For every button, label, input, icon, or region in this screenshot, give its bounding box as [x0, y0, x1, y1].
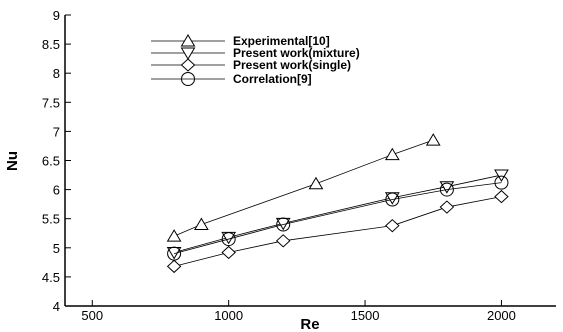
legend-marker-triangle-up [180, 34, 196, 47]
y-tick-label: 8 [53, 66, 60, 81]
data-point-circle [385, 192, 400, 207]
data-point-circle [167, 246, 182, 261]
legend-label: Present work(mixture) [233, 46, 360, 60]
legend-label: Experimental[10] [233, 34, 330, 48]
x-tick-label: 500 [81, 308, 103, 323]
data-point-triangle-up [308, 176, 324, 190]
y-tick-label: 9 [53, 8, 60, 23]
legend-marker-circle [181, 72, 195, 86]
series-line [174, 174, 502, 253]
legend-label: Present work(single) [233, 58, 351, 72]
y-tick-label: 4.5 [42, 270, 60, 285]
data-point-triangle-up [166, 229, 182, 242]
data-point-diamond [166, 259, 182, 274]
y-tick-label: 5.5 [42, 212, 60, 227]
legend-item: Present work(single) [151, 58, 351, 72]
data-point-diamond [385, 219, 400, 233]
series-line [174, 182, 502, 255]
y-ticks: 4 4.5 5 5.5 6 6.5 7 7.5 8 8.5 9 [42, 8, 71, 314]
y-tick-label: 8.5 [42, 37, 60, 52]
legend-label: Correlation[9] [233, 72, 312, 86]
series-circle [167, 175, 509, 261]
series-triangle-up [166, 133, 441, 242]
x-ticks: 500 1000 1500 2000 [81, 300, 516, 323]
legend: Experimental[10]Present work(mixture)Pre… [151, 34, 360, 86]
x-tick-label: 1000 [214, 308, 243, 323]
legend-item: Experimental[10] [151, 34, 330, 48]
y-tick-label: 6.5 [42, 154, 60, 169]
data-point-diamond [439, 200, 455, 214]
y-tick-label: 7.5 [42, 95, 60, 110]
series-layer [166, 133, 509, 274]
data-point-diamond [494, 189, 509, 204]
data-point-diamond [221, 245, 236, 260]
data-point-triangle-down [494, 169, 509, 183]
legend-marker-diamond [180, 58, 196, 72]
data-point-circle [221, 232, 236, 247]
series-line [174, 196, 502, 267]
plot-area: 4 4.5 5 5.5 6 6.5 7 7.5 8 8.5 9 500 1000 1500 2000 [42, 8, 556, 323]
y-tick-label: 6 [53, 183, 60, 198]
data-point-circle [439, 182, 454, 197]
y-tick-label: 4 [53, 299, 60, 314]
legend-item: Present work(mixture) [151, 46, 360, 60]
legend-item: Correlation[9] [151, 72, 312, 86]
series-diamond [166, 189, 509, 274]
data-point-triangle-up [384, 147, 400, 161]
legend-marker-triangle-down [180, 47, 196, 60]
data-point-triangle-up [425, 133, 441, 146]
x-tick-label: 1500 [351, 308, 380, 323]
y-tick-label: 5 [53, 241, 60, 256]
y-tick-label: 7 [53, 124, 60, 139]
y-axis-title: Nu [4, 151, 21, 171]
series-triangle-down [166, 169, 509, 260]
data-point-diamond [275, 234, 291, 248]
data-point-circle [276, 217, 291, 232]
x-tick-label: 2000 [487, 308, 516, 323]
x-axis-title: Re [300, 316, 319, 332]
data-point-circle [494, 175, 509, 190]
data-point-triangle-up [194, 217, 209, 231]
